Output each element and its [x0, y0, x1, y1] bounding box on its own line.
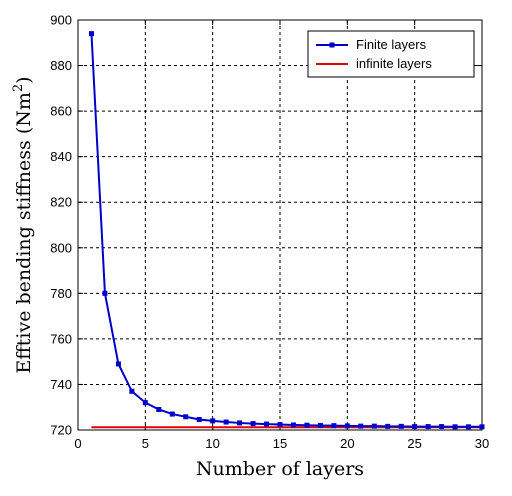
legend-label-infinite-layers: infinite layers — [356, 56, 432, 71]
y-tick-label: 900 — [50, 13, 72, 28]
grid-lines — [78, 20, 482, 430]
y-tick-label: 820 — [50, 195, 72, 210]
data-point-finite-layers — [412, 424, 418, 430]
y-axis-label: Efftive bending stiffness (Nm2) — [11, 76, 35, 373]
x-tick-label: 10 — [205, 436, 219, 451]
data-point-finite-layers — [223, 419, 229, 425]
y-tick-label: 840 — [50, 149, 72, 164]
data-point-finite-layers — [156, 407, 162, 412]
x-tick-label: 0 — [74, 436, 81, 451]
data-point-finite-layers — [115, 361, 121, 367]
data-point-finite-layers — [129, 388, 135, 394]
y-tick-label: 740 — [50, 377, 72, 392]
data-point-finite-layers — [237, 420, 243, 426]
y-tick-label: 720 — [50, 423, 72, 438]
data-point-finite-layers — [344, 423, 350, 429]
axis-ticks: 0 5 10 15 20 25 30 720 740 760 780 800 820 840 860 880 9… — [50, 13, 489, 452]
data-point-finite-layers — [466, 424, 472, 430]
data-point-finite-layers — [385, 423, 391, 429]
data-point-finite-layers — [479, 424, 485, 430]
legend-box — [307, 30, 475, 78]
series-layer — [88, 31, 485, 430]
x-tick-label: 15 — [273, 436, 287, 451]
data-point-finite-layers — [304, 422, 310, 428]
y-tick-label: 800 — [50, 240, 72, 255]
data-point-finite-layers — [358, 423, 364, 429]
data-point-finite-layers — [250, 421, 256, 427]
data-point-finite-layers — [331, 423, 337, 429]
legend-marker-finite-layers — [329, 42, 335, 48]
data-point-finite-layers — [88, 31, 94, 37]
y-tick-label: 860 — [50, 104, 72, 119]
data-point-finite-layers — [371, 423, 377, 429]
data-point-finite-layers — [277, 422, 283, 428]
x-tick-label: 20 — [340, 436, 354, 451]
y-tick-label: 880 — [50, 58, 72, 73]
series-line-finite-layers — [90, 33, 482, 428]
y-tick-label: 760 — [50, 331, 72, 346]
legend: Finite layers infinite layers — [307, 30, 475, 78]
data-point-finite-layers — [290, 422, 296, 428]
data-point-finite-layers — [264, 421, 270, 427]
data-point-finite-layers — [169, 411, 175, 417]
data-point-finite-layers — [183, 414, 189, 420]
data-point-finite-layers — [102, 290, 108, 296]
data-point-finite-layers — [452, 424, 458, 430]
y-tick-label: 780 — [50, 286, 72, 301]
data-point-finite-layers — [210, 418, 216, 424]
data-point-finite-layers — [196, 417, 202, 423]
data-point-finite-layers — [425, 424, 431, 430]
data-point-finite-layers — [317, 422, 323, 428]
data-point-finite-layers — [142, 400, 148, 406]
y-axis-label-close: ) — [13, 76, 35, 83]
legend-label-finite-layers: Finite layers — [356, 37, 427, 52]
x-tick-label: 5 — [142, 436, 149, 451]
data-point-finite-layers — [398, 423, 404, 429]
data-point-finite-layers — [439, 424, 445, 430]
x-axis-label: Number of layers — [196, 458, 364, 480]
x-tick-label: 30 — [475, 436, 489, 451]
x-tick-label: 25 — [407, 436, 421, 451]
y-axis-label-main: Efftive bending stiffness (Nm — [13, 92, 35, 373]
y-axis-label-superscript: 2 — [11, 84, 26, 92]
